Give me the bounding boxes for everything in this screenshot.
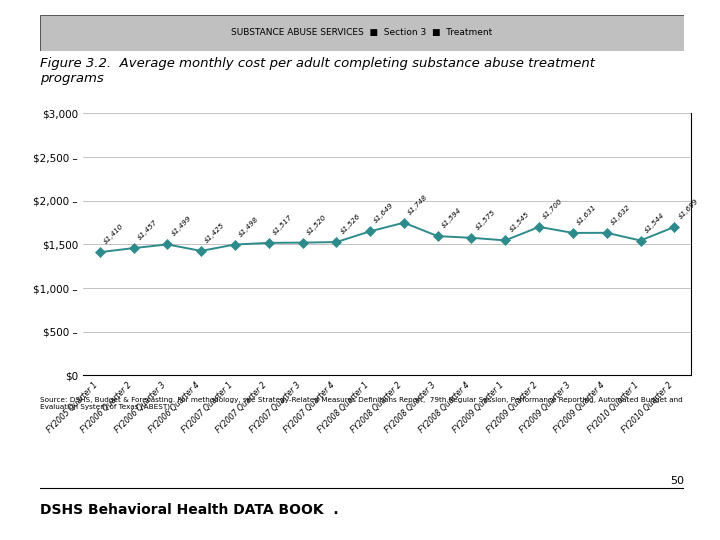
Text: $1,425: $1,425 bbox=[204, 222, 226, 244]
Text: $1,748: $1,748 bbox=[407, 193, 429, 216]
Text: $1,544: $1,544 bbox=[643, 211, 665, 234]
Text: Source: DSHS, Budget & Forecasting. For methodology, see Strategy-Related Measur: Source: DSHS, Budget & Forecasting. For … bbox=[40, 397, 683, 410]
Text: $1,632: $1,632 bbox=[609, 204, 631, 226]
Text: $1,498: $1,498 bbox=[238, 215, 260, 238]
Text: $1,499: $1,499 bbox=[170, 215, 192, 238]
Text: Figure 3.2.  Average monthly cost per adult completing substance abuse treatment: Figure 3.2. Average monthly cost per adu… bbox=[40, 57, 595, 85]
Text: $1,649: $1,649 bbox=[373, 202, 395, 225]
Text: $1,520: $1,520 bbox=[305, 213, 328, 235]
Text: 50: 50 bbox=[670, 476, 684, 487]
Text: $1,700: $1,700 bbox=[542, 198, 564, 220]
Text: $1,526: $1,526 bbox=[339, 213, 361, 235]
Text: $1,517: $1,517 bbox=[271, 214, 294, 236]
Text: $1,410: $1,410 bbox=[102, 223, 125, 245]
Text: $1,545: $1,545 bbox=[508, 211, 531, 233]
Text: $1,631: $1,631 bbox=[576, 204, 598, 226]
Text: $1,575: $1,575 bbox=[474, 208, 497, 231]
Text: $1,594: $1,594 bbox=[441, 207, 463, 229]
Text: $1,457: $1,457 bbox=[136, 219, 158, 241]
Text: DSHS Behavioral Health DATA BOOK  .: DSHS Behavioral Health DATA BOOK . bbox=[40, 503, 338, 517]
Text: $1,699: $1,699 bbox=[677, 198, 699, 220]
Text: SUBSTANCE ABUSE SERVICES  ■  Section 3  ■  Treatment: SUBSTANCE ABUSE SERVICES ■ Section 3 ■ T… bbox=[231, 29, 492, 37]
